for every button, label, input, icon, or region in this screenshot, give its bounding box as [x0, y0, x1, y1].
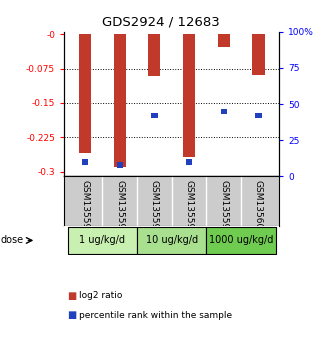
Bar: [137, 227, 206, 254]
Text: 1000 ug/kg/d: 1000 ug/kg/d: [209, 235, 273, 245]
Bar: [79, 34, 91, 153]
Text: 10 ug/kg/d: 10 ug/kg/d: [146, 235, 198, 245]
Text: percentile rank within the sample: percentile rank within the sample: [79, 310, 232, 320]
Bar: [221, 109, 227, 114]
Text: GSM135595: GSM135595: [81, 180, 90, 235]
Bar: [148, 34, 160, 76]
Bar: [255, 113, 262, 119]
Text: dose: dose: [0, 235, 23, 245]
Bar: [186, 159, 192, 165]
Text: ■: ■: [67, 310, 77, 320]
Bar: [117, 162, 123, 167]
Bar: [206, 227, 276, 254]
Bar: [218, 34, 230, 47]
Text: GSM135599: GSM135599: [219, 180, 228, 235]
Bar: [252, 34, 265, 75]
Text: GDS2924 / 12683: GDS2924 / 12683: [102, 16, 219, 29]
Text: GSM135597: GSM135597: [150, 180, 159, 235]
Text: GSM135596: GSM135596: [115, 180, 124, 235]
Text: ■: ■: [67, 291, 77, 301]
Bar: [68, 227, 137, 254]
Bar: [183, 34, 195, 157]
Text: 1 ug/kg/d: 1 ug/kg/d: [79, 235, 126, 245]
Text: GSM135600: GSM135600: [254, 180, 263, 235]
Text: log2 ratio: log2 ratio: [79, 291, 122, 300]
Bar: [151, 113, 158, 119]
Bar: [82, 159, 88, 165]
Bar: [114, 34, 126, 167]
Text: GSM135598: GSM135598: [185, 180, 194, 235]
